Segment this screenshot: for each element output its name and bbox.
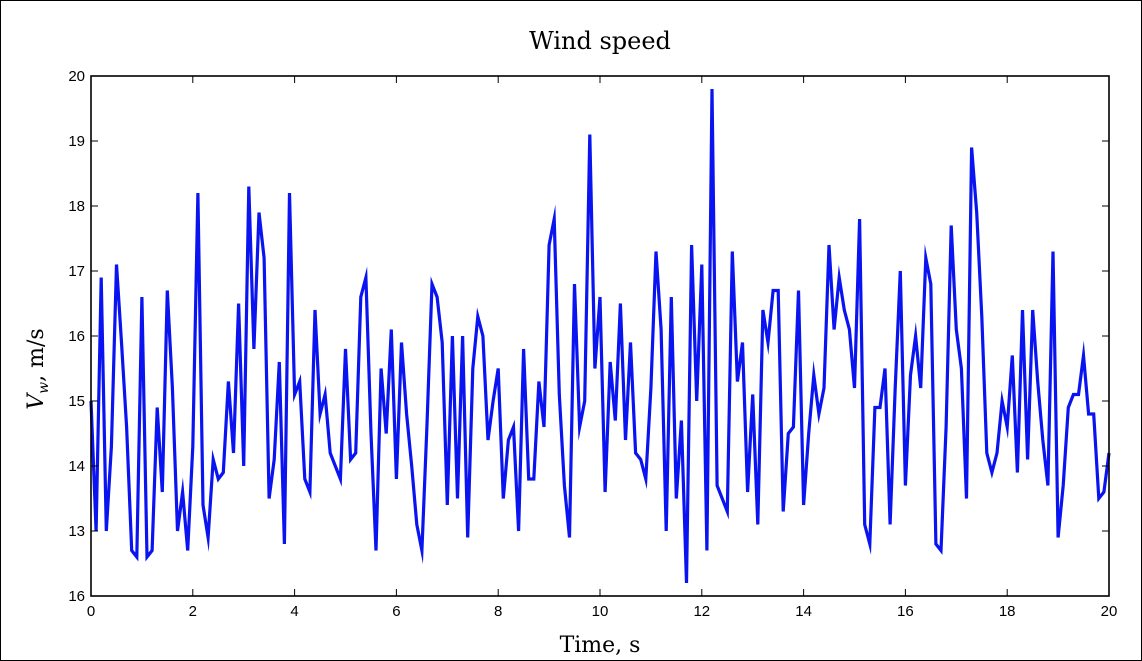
series-line-0 <box>89 88 1111 584</box>
x-tick-label: 18 <box>999 603 1016 620</box>
x-tick-label: 16 <box>897 603 914 620</box>
y-tick-label: 13 <box>68 523 85 540</box>
y-tick-label: 16 <box>68 588 85 605</box>
y-tick-label: 15 <box>68 393 85 410</box>
y-tick-label: 19 <box>68 133 85 150</box>
x-tick-label: 20 <box>1101 603 1118 620</box>
x-tick-label: 12 <box>693 603 710 620</box>
x-tick-label: 2 <box>189 603 197 620</box>
y-tick-label: 20 <box>68 68 85 85</box>
y-axis-label-subscript: w <box>36 382 52 394</box>
x-tick-label: 8 <box>494 603 502 620</box>
series-layer <box>89 88 1111 584</box>
y-tick-label: 14 <box>68 458 85 475</box>
x-tick-label: 4 <box>290 603 298 620</box>
ticks-layer: 0 2 4 6 8 10 12 14 16 18 20 16 13 14 15 16 17 18 19 20 <box>68 68 1117 620</box>
y-tick-label: 18 <box>68 198 85 215</box>
y-axis-label-main: V <box>24 392 49 410</box>
chart-title: Wind speed <box>529 27 671 55</box>
x-tick-label: 10 <box>592 603 609 620</box>
y-tick-label: 17 <box>68 263 85 280</box>
y-axis-label: Vw, m/s <box>24 328 52 409</box>
x-tick-label: 14 <box>795 603 812 620</box>
axes-box <box>90 75 1110 597</box>
x-tick-label: 0 <box>87 603 95 620</box>
x-axis-label: Time, s <box>560 633 641 658</box>
y-tick-label: 16 <box>68 328 85 345</box>
y-axis-label-unit: , m/s <box>24 328 49 382</box>
x-tick-label: 6 <box>392 603 400 620</box>
